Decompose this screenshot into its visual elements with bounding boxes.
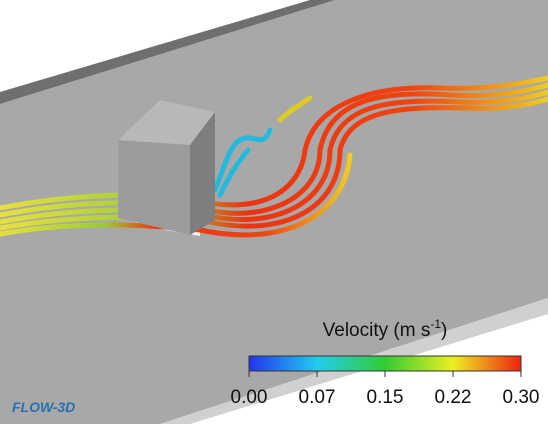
obstacle-top — [118, 100, 215, 145]
colorbar — [248, 355, 522, 372]
tick-label: 0.07 — [299, 387, 336, 408]
obstacle-side — [190, 112, 215, 235]
logo: FLOW-3D — [12, 399, 75, 415]
tick-label: 0.15 — [367, 387, 404, 408]
channel-edge — [0, 0, 335, 104]
tick-label: 0.30 — [503, 387, 540, 408]
colorbar-title: Velocity (m s-1) — [323, 317, 448, 341]
colorbar-ticks: 0.00 0.07 0.15 0.22 0.30 — [231, 371, 540, 408]
title-end: ) — [441, 320, 447, 341]
tick-label: 0.00 — [231, 387, 268, 408]
title-superscript: -1 — [430, 317, 441, 331]
title-text: Velocity (m s — [323, 320, 431, 341]
tick-label: 0.22 — [435, 387, 472, 408]
